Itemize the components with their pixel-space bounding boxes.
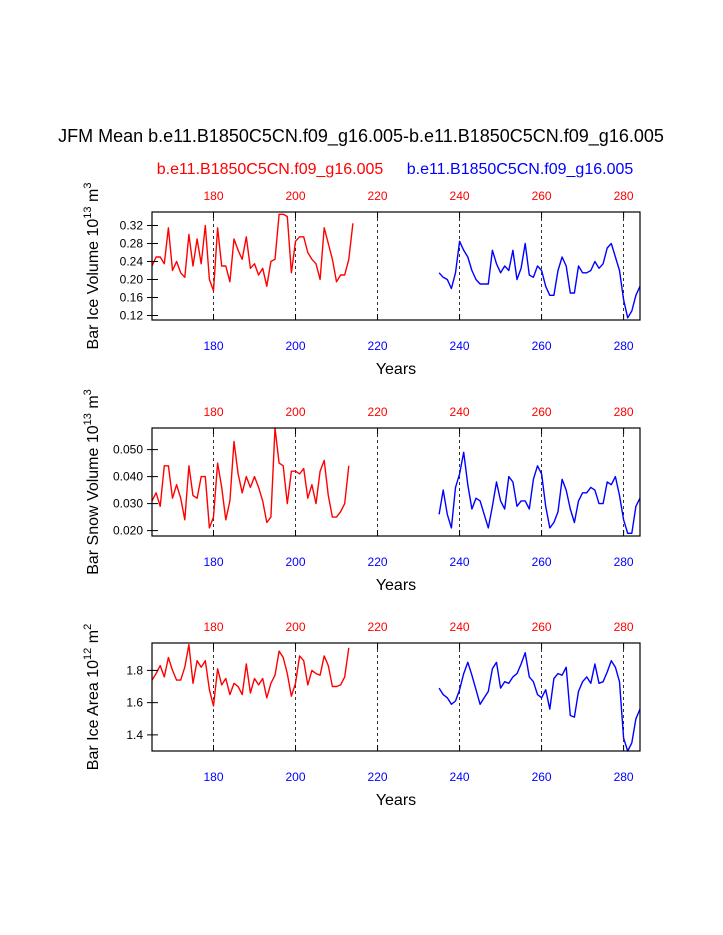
- x-tick-label-bottom: 180: [203, 339, 223, 353]
- x-tick-label-top: 240: [450, 620, 470, 634]
- x-tick-label-top: 220: [368, 620, 388, 634]
- x-tick-label-bottom: 260: [532, 770, 552, 784]
- x-tick-label-bottom: 240: [450, 555, 470, 569]
- y-axis-label-unit: m: [85, 395, 102, 413]
- y-tick-label: 0.040: [113, 470, 143, 484]
- x-tick-label-top: 220: [368, 405, 388, 419]
- x-tick-label-top: 260: [532, 620, 552, 634]
- y-axis-label-main: Bar Ice Volume 10: [85, 219, 102, 350]
- y-tick-label: 0.020: [113, 524, 143, 538]
- x-tick-label-bottom: 260: [532, 339, 552, 353]
- x-tick-label-bottom: 220: [368, 770, 388, 784]
- y-tick-label: 0.32: [120, 219, 144, 233]
- y-axis-label-unit: m: [85, 630, 102, 648]
- x-tick-label-bottom: 220: [368, 339, 388, 353]
- y-axis-label-exponent: 13: [82, 413, 94, 425]
- y-tick-label: 1.8: [126, 663, 143, 677]
- x-tick-label-bottom: 180: [203, 555, 223, 569]
- y-axis-label-unit-exponent: 3: [82, 183, 94, 189]
- x-tick-label-top: 200: [286, 405, 306, 419]
- legend-case2: b.e11.B1850C5CN.f09_g16.005: [407, 161, 634, 178]
- series-line-case2: [438, 652, 641, 752]
- x-tick-label-top: 240: [450, 405, 470, 419]
- panel-ice-area: 1.4 1.6 1.8 180 180 200 200 220 220 240 240 260 260 2…: [82, 620, 641, 809]
- y-axis-label-main: Bar Snow Volume 10: [85, 425, 102, 575]
- series-line-case2: [438, 240, 641, 319]
- plot-frame: [151, 427, 641, 537]
- x-tick-label-bottom: 200: [286, 770, 306, 784]
- panel-snow-volume: 0.020 0.030 0.040 0.050 180 180 200 200 220 220 24…: [82, 389, 641, 594]
- y-tick-label: 1.4: [126, 728, 143, 742]
- x-tick-label-bottom: 280: [614, 555, 634, 569]
- y-axis-label-unit: m: [85, 189, 102, 207]
- x-tick-label-top: 280: [614, 620, 634, 634]
- x-tick-label-top: 200: [286, 189, 306, 203]
- x-tick-label-bottom: 200: [286, 339, 306, 353]
- x-tick-label-bottom: 260: [532, 555, 552, 569]
- x-tick-label-bottom: 280: [614, 339, 634, 353]
- x-tick-label-bottom: 200: [286, 555, 306, 569]
- plot-frame: [151, 642, 641, 752]
- y-axis-label-exponent: 12: [82, 648, 94, 660]
- y-tick-label: 0.20: [120, 273, 144, 287]
- y-tick-label: 0.28: [120, 237, 144, 251]
- x-tick-label-top: 180: [203, 189, 223, 203]
- x-axis-label: Years: [376, 361, 416, 378]
- x-tick-label-top: 260: [532, 405, 552, 419]
- series-line-case1: [151, 213, 354, 292]
- x-tick-label-top: 280: [614, 189, 634, 203]
- x-axis-label: Years: [376, 577, 416, 594]
- y-axis-label-main: Bar Ice Area 10: [85, 660, 102, 770]
- y-tick-label: 0.16: [120, 291, 144, 305]
- y-tick-label: 0.24: [120, 255, 144, 269]
- x-tick-label-top: 180: [203, 405, 223, 419]
- figure-title: JFM Mean b.e11.B1850C5CN.f09_g16.005-b.e…: [58, 126, 664, 147]
- x-axis-label: Years: [376, 792, 416, 809]
- y-tick-label: 1.6: [126, 696, 143, 710]
- x-tick-label-top: 260: [532, 189, 552, 203]
- x-tick-label-top: 280: [614, 405, 634, 419]
- series-line-case1: [151, 427, 350, 529]
- y-axis-label-unit-exponent: 2: [82, 624, 94, 630]
- y-tick-label: 0.030: [113, 497, 143, 511]
- x-tick-label-top: 240: [450, 189, 470, 203]
- y-tick-label: 0.12: [120, 309, 144, 323]
- x-tick-label-bottom: 240: [450, 770, 470, 784]
- x-tick-label-top: 220: [368, 189, 388, 203]
- x-tick-label-bottom: 220: [368, 555, 388, 569]
- y-axis-label: Bar Ice Area 1012 m2: [82, 624, 102, 770]
- x-tick-label-top: 180: [203, 620, 223, 634]
- series-line-case1: [151, 643, 350, 707]
- panels: 0.12 0.16 0.20 0.24 0.28 0.32 180 180 200 200 220 2…: [82, 183, 641, 809]
- y-axis-label-exponent: 13: [82, 206, 94, 218]
- y-axis-label-unit-exponent: 3: [82, 389, 94, 395]
- panel-ice-volume: 0.12 0.16 0.20 0.24 0.28 0.32 180 180 200 200 220 2…: [82, 183, 641, 378]
- y-axis-label: Bar Ice Volume 1013 m3: [82, 183, 102, 350]
- y-tick-label: 0.050: [113, 443, 143, 457]
- x-tick-label-bottom: 180: [203, 770, 223, 784]
- series-line-case2: [438, 451, 641, 534]
- y-axis-label: Bar Snow Volume 1013 m3: [82, 389, 102, 575]
- x-tick-label-top: 200: [286, 620, 306, 634]
- x-tick-label-bottom: 280: [614, 770, 634, 784]
- plot-frame: [151, 211, 641, 321]
- legend-case1: b.e11.B1850C5CN.f09_g16.005: [157, 161, 384, 178]
- x-tick-label-bottom: 240: [450, 339, 470, 353]
